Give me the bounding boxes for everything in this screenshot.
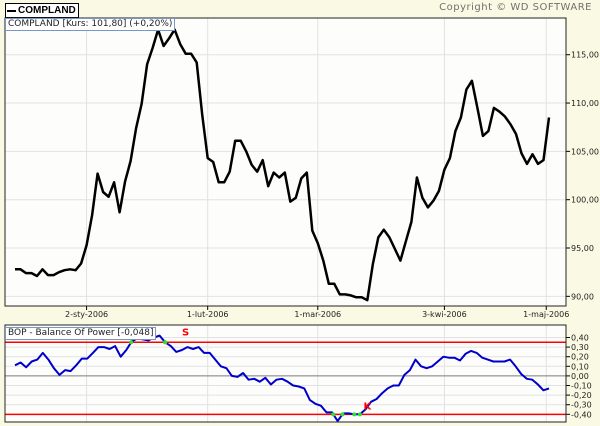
- y-tick-label: -0,30: [571, 401, 592, 410]
- signal-cross-marker: [357, 412, 362, 417]
- x-tick-label: 3-kwi-2006: [422, 310, 467, 319]
- price-line: [15, 28, 551, 302]
- copyright-text: Copyright © WD SOFTWARE: [439, 2, 592, 13]
- bop-panel-title: BOP - Balance Of Power [-0,048]: [5, 327, 157, 340]
- bop-panel: 0,400,300,200,100,00-0,10-0,20-0,30-0,40…: [4, 324, 592, 423]
- y-tick-label: 95,00: [571, 244, 594, 253]
- y-tick-label: -0,10: [571, 382, 592, 391]
- y-tick-label: 110,00: [571, 99, 599, 108]
- y-tick-label: 115,00: [571, 51, 599, 60]
- plot-frame: [4, 324, 567, 423]
- legend-line-swatch: [7, 9, 16, 12]
- plot-background: [5, 325, 566, 422]
- signal-cross-marker: [129, 340, 134, 345]
- signal-cross-marker: [352, 412, 357, 417]
- x-tick-label: 2-sty-2006: [65, 310, 108, 319]
- y-tick-label: -0,40: [571, 410, 592, 419]
- signal-cross-marker: [331, 412, 336, 417]
- y-tick-label: 105,00: [571, 147, 599, 156]
- x-tick-label: 1-lut-2006: [187, 310, 229, 319]
- legend-label: COMPLAND: [18, 5, 76, 16]
- x-tick-label: 1-maj-2006: [523, 310, 569, 319]
- y-tick-label: 0,00: [571, 372, 589, 381]
- y-tick-label: 0,10: [571, 362, 589, 371]
- plot-frame: [4, 17, 567, 307]
- price-panel: 90,00 95,00 100,00 105,00 110,00 115,00 2-sty-…: [4, 17, 599, 319]
- y-tick-label: -0,20: [571, 391, 592, 400]
- signal-cross-marker: [163, 340, 168, 345]
- y-tick-label: 100,00: [571, 196, 599, 205]
- x-tick-label: 1-mar-2006: [294, 310, 341, 319]
- price-panel-title: COMPLAND [Kurs: 101,80] (+0,20%): [5, 18, 176, 31]
- bop-line: [14, 334, 550, 422]
- signal-cross-marker: [340, 412, 345, 417]
- y-tick-label: 0,20: [571, 353, 589, 362]
- plot-background: [5, 18, 566, 306]
- signal-label: S: [182, 327, 189, 338]
- y-tick-label: 0,40: [571, 333, 589, 342]
- signal-label: K: [363, 401, 372, 412]
- y-tick-label: 90,00: [571, 292, 594, 301]
- y-tick-label: 0,30: [571, 343, 589, 352]
